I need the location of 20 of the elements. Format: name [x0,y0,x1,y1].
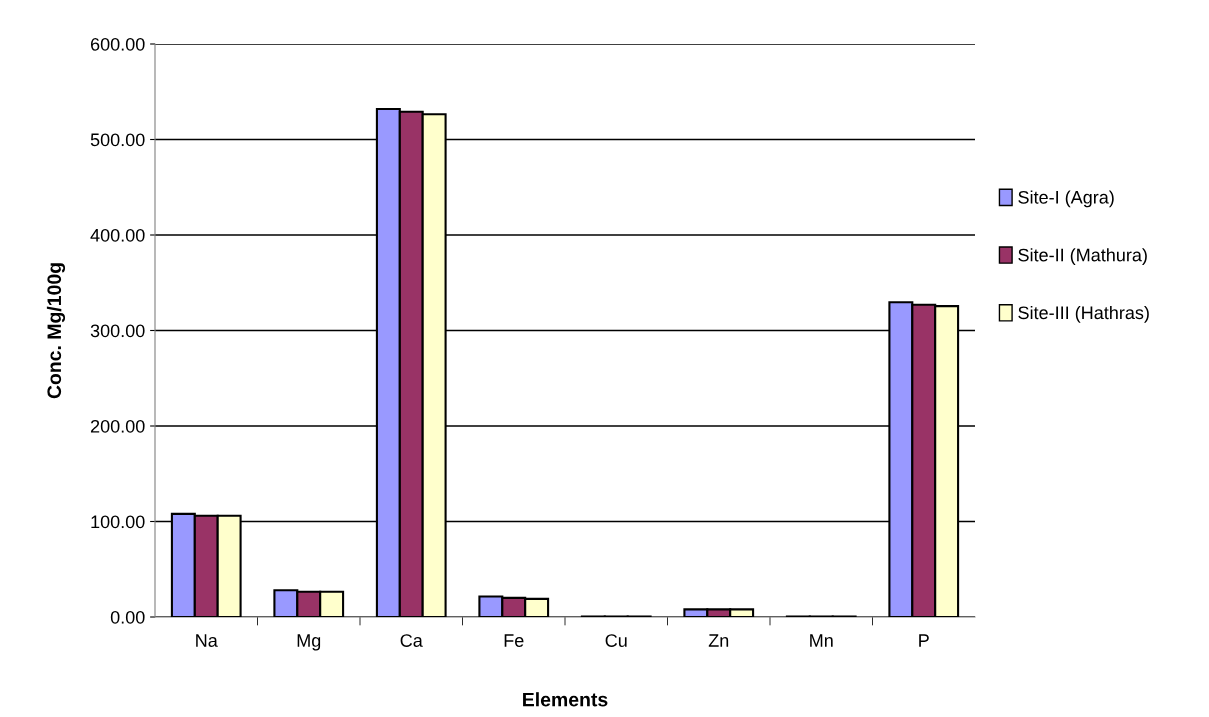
x-tick-label: Fe [504,634,524,647]
y-tick-label: 300.00 [90,324,145,338]
x-tick-label: Ca [400,634,423,647]
legend-label: Site-II (Mathura) [1018,248,1147,266]
legend-label: Site-III (Hathras) [1018,305,1149,323]
x-tick-label: Zn [708,634,729,647]
y-tick-label: 600.00 [90,37,145,51]
x-tick-label: Cu [605,634,627,647]
x-tick-label: P [919,634,929,647]
y-tick-label: 400.00 [90,228,145,242]
y-tick-label: 200.00 [90,419,145,433]
y-tick-label: 0.00 [110,610,145,624]
legend-label: Site-I (Agra) [1018,190,1114,208]
x-tick-label: Mg [297,634,321,651]
x-tick-label: Mn [810,634,833,647]
y-axis-title: Conc. Mg/100g [46,263,66,399]
y-tick-label: 500.00 [90,133,145,147]
x-tick-label: Na [196,634,218,647]
y-tick-label: 100.00 [91,515,145,529]
x-axis-title: Elements [523,692,608,707]
